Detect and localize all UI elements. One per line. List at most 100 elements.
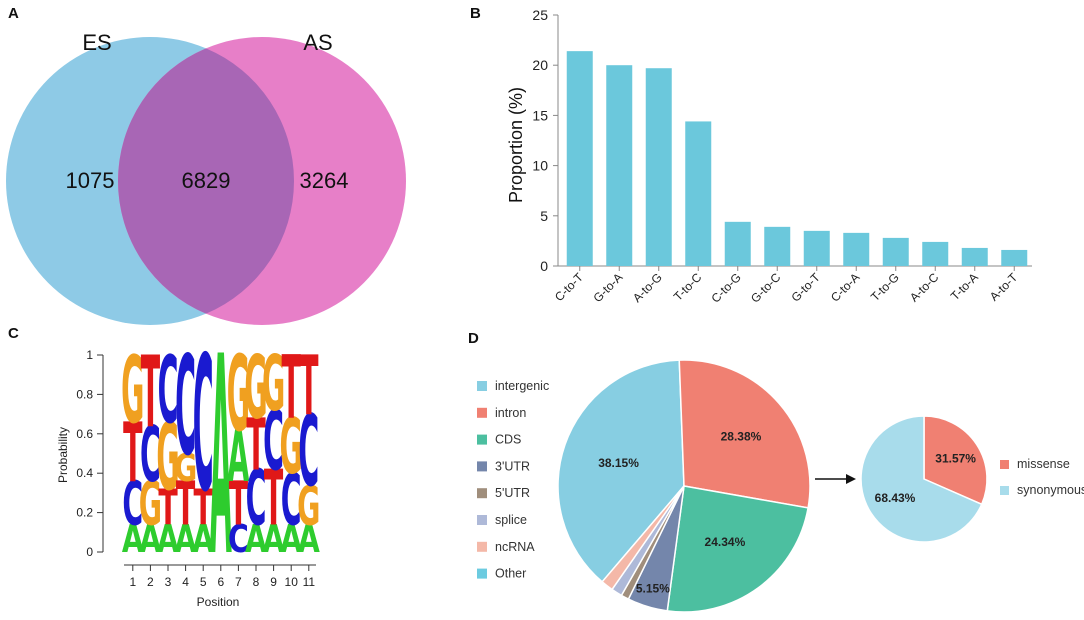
bar-x-tick-label: C-to-A: [828, 270, 862, 304]
pie-slice-label: 28.38%: [721, 429, 762, 443]
bar-t-to-g: [882, 237, 909, 266]
legend-label: ncRNA: [495, 540, 535, 554]
logo-letter-a: A: [280, 517, 302, 561]
arrow: [815, 474, 856, 484]
logo-letter-a: A: [157, 517, 179, 561]
legend-swatch: [477, 488, 487, 499]
logo-letter-c: C: [193, 317, 214, 534]
bar-y-tick-label: 10: [532, 158, 548, 174]
bar-x-tick-label: C-to-G: [709, 270, 744, 305]
pie-slice-label: 31.57%: [935, 451, 976, 465]
logo-letter-a: A: [210, 297, 232, 616]
logo-letter-g: G: [139, 469, 162, 539]
logo-letter-c: C: [298, 395, 319, 509]
legend-swatch: [477, 568, 487, 579]
venn-diagram: ES AS 1075 6829 3264: [6, 30, 406, 325]
bar-y-tick-label: 15: [532, 107, 548, 123]
logo-letter-t: T: [123, 406, 142, 501]
logo-x-tick-label: 5: [200, 575, 207, 589]
logo-letter-t: T: [282, 339, 302, 440]
logo-letter-a: A: [122, 517, 144, 561]
pie-chart-genomic-region: 38.15% 28.38% 24.34% 5.15%: [557, 359, 811, 613]
logo-letter-t: T: [229, 469, 248, 539]
logo-letter-c: C: [140, 409, 161, 499]
bar-y-tick-label: 25: [532, 7, 548, 23]
venn-overlap-region: [118, 48, 294, 314]
logo-letter-a: A: [175, 517, 197, 561]
pie-slice-synonymous: [860, 415, 983, 543]
logo-letter-c: C: [122, 469, 143, 539]
bar-x-tick-label: G-to-C: [748, 270, 784, 306]
bar-g-to-a: [606, 65, 633, 266]
bar-y-tick-label: 0: [540, 258, 548, 274]
pie-slice-label: 38.15%: [598, 456, 639, 470]
logo-y-tick-label: 0.8: [76, 387, 93, 401]
legend-label: splice: [495, 513, 527, 527]
bar-x-tick-label: G-to-A: [590, 270, 625, 305]
legend-swatch: [1000, 486, 1009, 495]
bar-c-to-t: [566, 51, 593, 267]
logo-letter-a: A: [298, 517, 320, 561]
logo-letter-c: C: [228, 517, 249, 561]
logo-letter-c: C: [246, 453, 267, 543]
logo-letter-g: G: [280, 402, 303, 492]
pie-slice-intron: [678, 359, 811, 509]
bar-t-to-a: [961, 247, 988, 266]
venn-label-es: ES: [82, 30, 111, 55]
logo-x-tick-label: 10: [285, 575, 299, 589]
bar-x-tick-label: G-to-T: [788, 270, 823, 305]
bar-y-tick-label: 5: [540, 208, 548, 224]
legend-swatch: [477, 381, 487, 391]
legend-label: Other: [495, 567, 526, 581]
bar-c-to-g: [724, 221, 751, 266]
logo-letter-a: A: [263, 517, 285, 561]
logo-letter-t: T: [194, 480, 214, 536]
bar-t-to-c: [685, 121, 712, 266]
bar-g-to-c: [764, 226, 791, 266]
legend-label: missense: [1017, 457, 1070, 471]
bar-x-tick-label: T-to-G: [868, 270, 902, 304]
logo-x-axis-label: Position: [197, 595, 240, 609]
pie-legend-cds-effect: missense synonymous: [1000, 457, 1084, 497]
pie-slice-label: 24.34%: [705, 535, 746, 549]
panel-label-a: A: [8, 5, 19, 22]
legend-label: intron: [495, 406, 526, 420]
logo-x-tick-label: 4: [182, 575, 189, 589]
venn-count-as-only: 3264: [300, 168, 349, 193]
bar-x-tick-label: T-to-A: [948, 270, 981, 303]
bar-y-axis-label: Proportion (%): [506, 87, 526, 203]
panel-label-c: C: [8, 325, 19, 342]
legend-label: 5'UTR: [495, 486, 530, 500]
logo-letter-g: G: [227, 333, 250, 454]
logo-letter-g: G: [156, 404, 179, 512]
bar-c-to-a: [843, 232, 870, 266]
panel-label-d: D: [468, 330, 479, 347]
bar-y-tick-label: 20: [532, 57, 548, 73]
logo-x-tick-label: 3: [165, 575, 172, 589]
logo-letter-t: T: [299, 339, 318, 434]
logo-letter-a: A: [139, 517, 161, 561]
pie-legend-genomic-region: intergenic intron CDS 3'UTR 5'UTR splice ncRNA…: [477, 379, 549, 581]
bar-x-tick-label: A-to-T: [987, 270, 1021, 304]
venn-label-as: AS: [303, 30, 332, 55]
pie-slice-ncrna: [601, 485, 685, 591]
legend-swatch: [477, 434, 487, 445]
logo-y-tick-label: 0.2: [76, 506, 93, 520]
bar-g-to-t: [803, 230, 830, 266]
legend-label: synonymous: [1017, 483, 1084, 497]
logo-letter-g: G: [174, 446, 197, 490]
legend-swatch: [1000, 460, 1009, 469]
legend-swatch: [477, 407, 487, 418]
logo-x-tick-label: 2: [147, 575, 154, 589]
logo-y-tick-label: 1: [86, 348, 93, 362]
logo-letter-t: T: [246, 404, 265, 487]
venn-count-es-only: 1075: [66, 168, 115, 193]
logo-letter-g: G: [297, 475, 320, 538]
logo-x-tick-label: 11: [303, 575, 316, 589]
logo-letter-g: G: [262, 339, 285, 429]
logo-x-tick-label: 7: [235, 575, 242, 589]
pie-slice-cds: [666, 485, 809, 613]
